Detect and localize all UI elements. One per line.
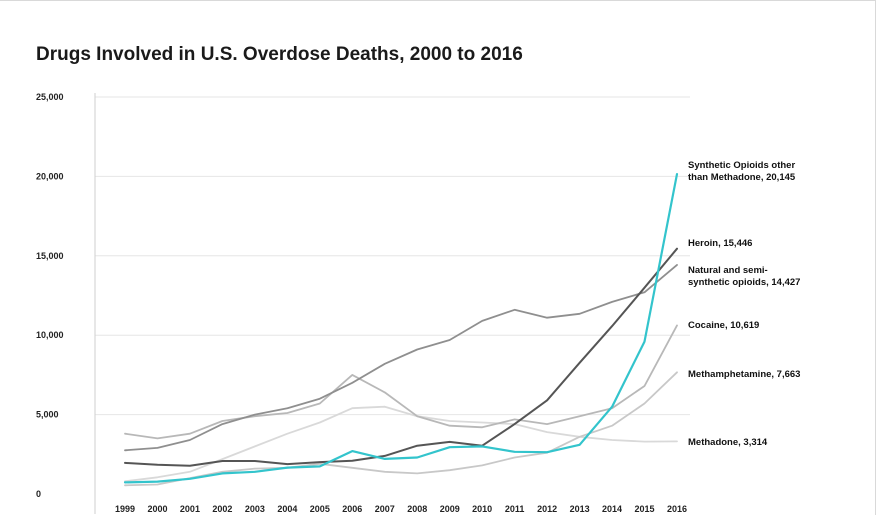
x-axis-ticks: 1999 2000 2001 2002 2003 2004 2005 2006 2007 2008… <box>115 504 687 514</box>
series-labels: Synthetic Opioids other than Methadone, 2… <box>688 160 800 448</box>
x-tick-label: 2001 <box>180 504 200 514</box>
series-line-natural-and-semi-synthetic-opioids <box>124 263 678 452</box>
y-tick-label: 10,000 <box>36 330 64 340</box>
series-label: Methamphetamine, 7,663 <box>688 369 800 380</box>
series-line-heroin <box>124 247 678 467</box>
series-label: Heroin, 15,446 <box>688 238 752 249</box>
series-line-cocaine <box>124 324 678 440</box>
x-tick-label: 2007 <box>375 504 395 514</box>
series-lines <box>123 173 679 487</box>
x-tick-label: 2010 <box>472 504 492 514</box>
y-tick-label: 25,000 <box>36 92 64 102</box>
y-tick-label: 15,000 <box>36 251 64 261</box>
y-axis-ticks: 0 5,000 10,000 15,000 20,000 25,000 <box>36 92 64 499</box>
x-tick-label: 2011 <box>505 504 525 514</box>
series-label: Cocaine, 10,619 <box>688 320 759 331</box>
series-label: Synthetic Opioids other than Methadone, 2… <box>688 160 796 183</box>
x-tick-label: 2006 <box>342 504 362 514</box>
x-tick-label: 2014 <box>602 504 622 514</box>
grid-lines <box>94 93 690 514</box>
x-tick-label: 2008 <box>407 504 427 514</box>
series-line-synthetic-opioids-other-than-methadone <box>123 173 679 484</box>
series-line-methadone <box>124 405 678 483</box>
x-tick-label: 1999 <box>115 504 135 514</box>
x-tick-label: 2000 <box>147 504 167 514</box>
y-tick-label: 5,000 <box>36 410 59 420</box>
y-tick-label: 0 <box>36 489 41 499</box>
x-tick-label: 2013 <box>570 504 590 514</box>
x-tick-label: 2009 <box>440 504 460 514</box>
chart-title: Drugs Involved in U.S. Overdose Deaths, … <box>36 44 523 65</box>
x-tick-label: 2004 <box>277 504 297 514</box>
y-tick-label: 20,000 <box>36 171 64 181</box>
x-tick-label: 2012 <box>537 504 557 514</box>
series-label: Natural and semi-synthetic opioids, 14,4… <box>688 265 800 288</box>
series-line-methamphetamine <box>124 371 678 487</box>
series-label: Methadone, 3,314 <box>688 437 768 448</box>
x-tick-label: 2016 <box>667 504 687 514</box>
x-tick-label: 2005 <box>310 504 330 514</box>
x-tick-label: 2003 <box>245 504 265 514</box>
x-tick-label: 2002 <box>212 504 232 514</box>
x-tick-label: 2015 <box>635 504 655 514</box>
